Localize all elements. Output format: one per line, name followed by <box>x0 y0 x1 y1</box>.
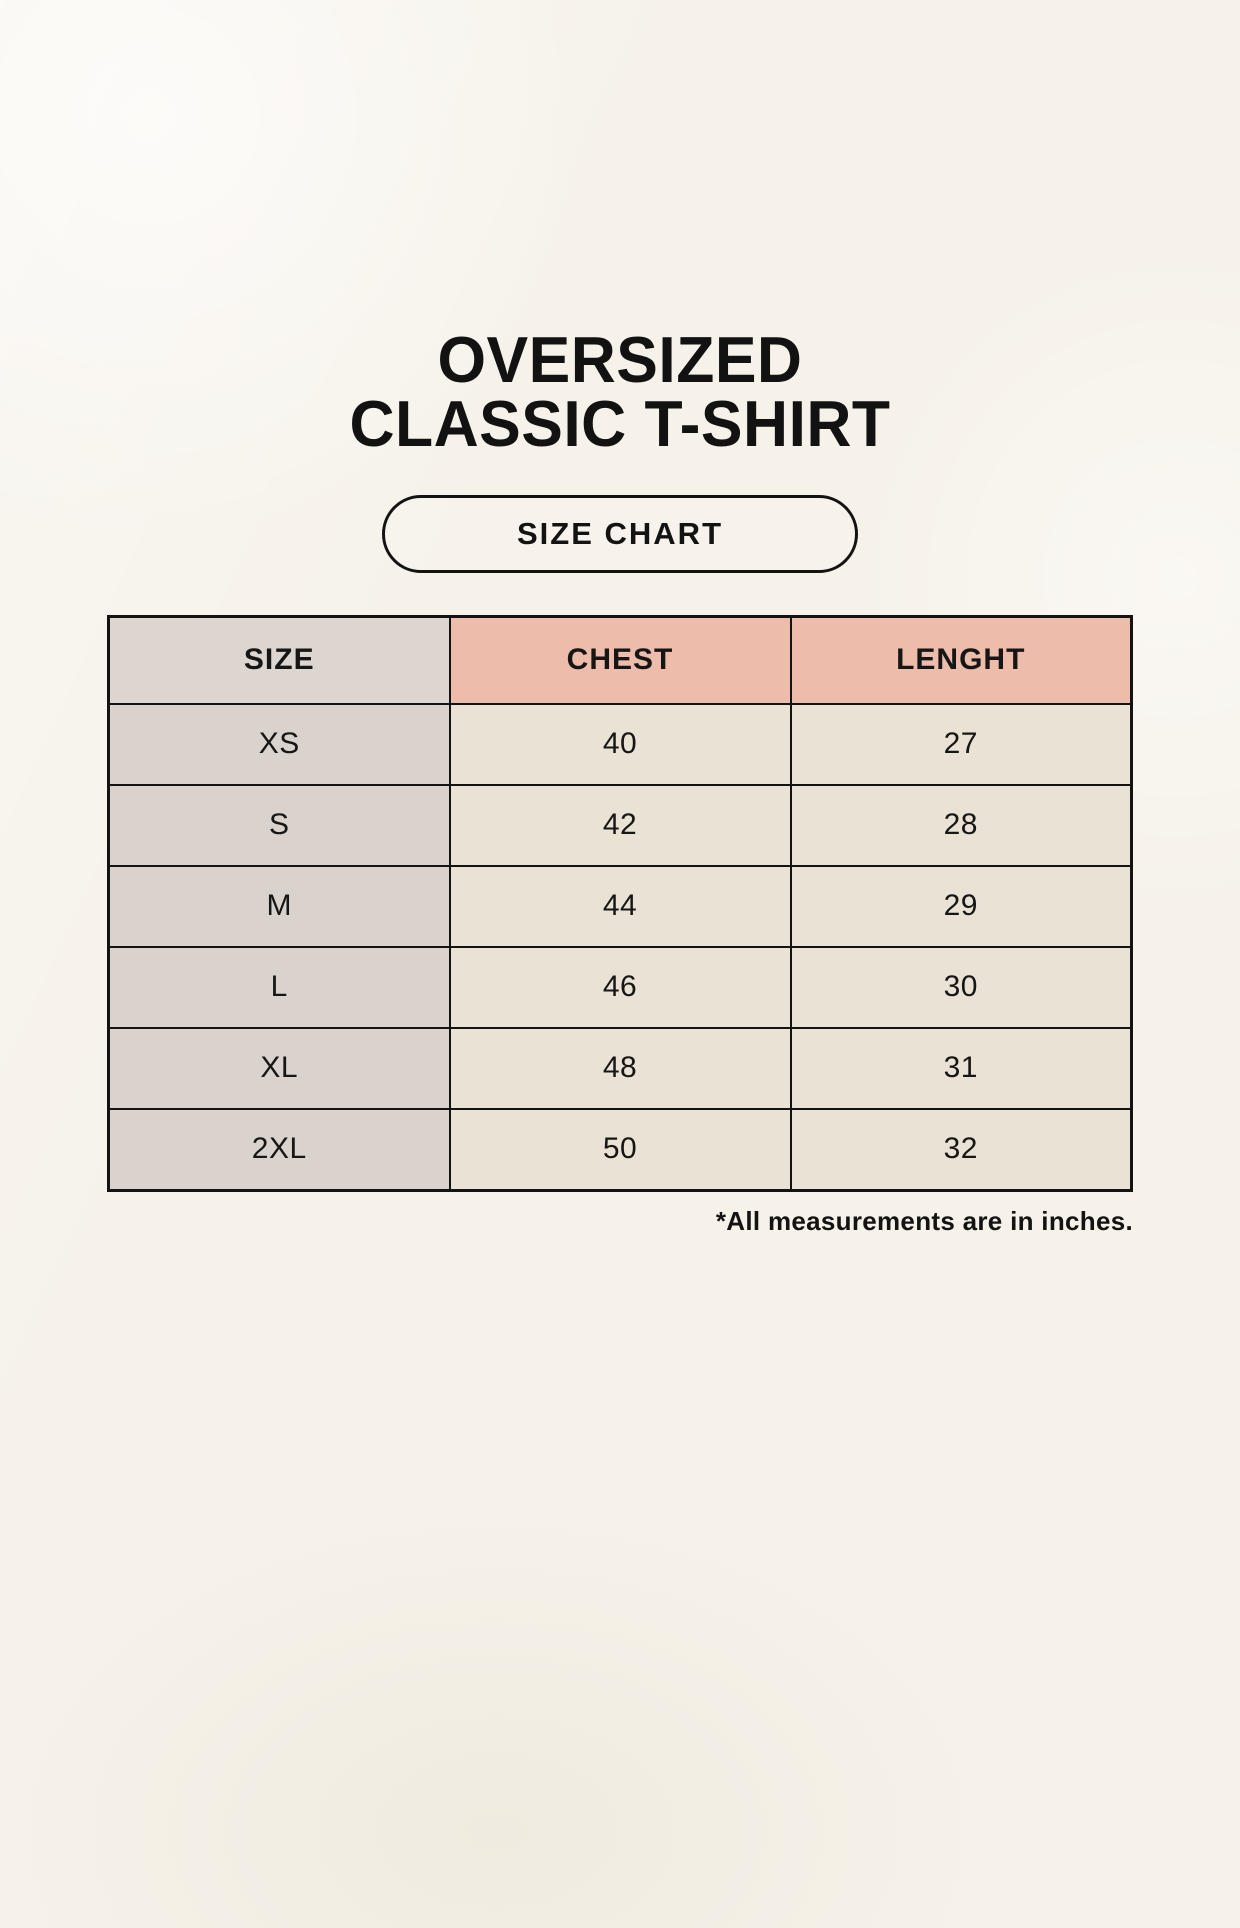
product-title-line1: OVERSIZED <box>437 323 803 396</box>
column-header-chest: CHEST <box>448 615 792 705</box>
chest-cell: 50 <box>448 1107 792 1192</box>
size-chart-table: SIZE CHEST LENGHT XS 40 27 S 42 28 M <box>107 614 1133 1192</box>
product-title-line2: CLASSIC T-SHIRT <box>349 387 891 461</box>
lenght-cell: 30 <box>789 945 1133 1029</box>
chest-cell: 40 <box>448 702 792 786</box>
size-cell: 2XL <box>107 1107 451 1192</box>
measurements-footnote: *All measurements are in inches. <box>715 1205 1133 1236</box>
table-row: S 42 28 <box>107 783 1133 867</box>
chest-cell: 44 <box>448 864 792 948</box>
lenght-cell: 27 <box>789 702 1133 786</box>
size-cell: L <box>107 945 451 1029</box>
size-chart-button[interactable]: SIZE CHART <box>382 494 858 573</box>
lenght-cell: 32 <box>789 1107 1133 1192</box>
column-header-lenght: LENGHT <box>789 615 1133 705</box>
size-cell: XL <box>107 1026 451 1110</box>
table-row: L 46 30 <box>107 945 1133 1029</box>
chest-cell: 48 <box>448 1026 792 1110</box>
size-cell: XS <box>107 702 451 786</box>
lenght-cell: 29 <box>789 864 1133 948</box>
chest-cell: 46 <box>448 945 792 1029</box>
table-row: M 44 29 <box>107 864 1133 948</box>
lenght-cell: 31 <box>789 1026 1133 1110</box>
table-row: XL 48 31 <box>107 1026 1133 1110</box>
size-chart-page: OVERSIZED CLASSIC T-SHIRT SIZE CHART SIZ… <box>0 323 1240 1928</box>
size-chart-table-container: SIZE CHEST LENGHT XS 40 27 S 42 28 M <box>107 614 1133 1237</box>
chest-cell: 42 <box>448 783 792 867</box>
table-row: 2XL 50 32 <box>107 1107 1133 1192</box>
size-cell: M <box>107 864 451 948</box>
table-row: XS 40 27 <box>107 702 1133 786</box>
lenght-cell: 28 <box>789 783 1133 867</box>
product-title: OVERSIZED CLASSIC T-SHIRT <box>0 323 1240 461</box>
size-cell: S <box>107 783 451 867</box>
column-header-size: SIZE <box>107 615 451 705</box>
table-header-row: SIZE CHEST LENGHT <box>107 615 1133 705</box>
